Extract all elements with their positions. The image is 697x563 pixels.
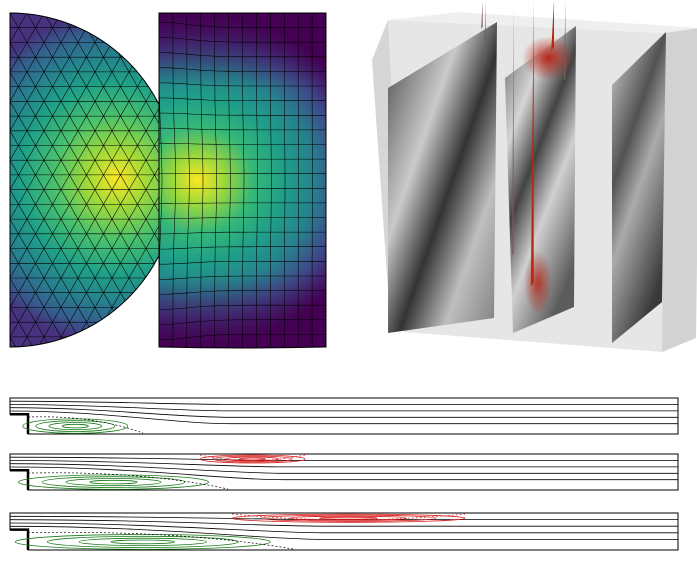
channel-row-3: [9, 512, 679, 551]
lower-vortex-contour: [110, 539, 176, 545]
triangle-mesh-path: [10, 13, 177, 347]
vector-glyph: [481, 0, 483, 29]
upper-vortex-contour: [199, 454, 306, 464]
channel-step: [10, 412, 30, 434]
streamline: [9, 400, 678, 405]
lower-vortex-contour: [89, 479, 138, 485]
lower-vortex-contour: [61, 423, 89, 429]
slice-plane-left: [388, 22, 497, 333]
lower-vortex-contour: [18, 474, 209, 490]
channel-step: [10, 528, 30, 550]
slice-plane-right: [612, 32, 666, 343]
vector-glyph: [484, 0, 486, 61]
triangle-mesh-lines: [10, 13, 177, 347]
channel-row-1: [9, 397, 679, 435]
lower-vortex-contour: [35, 420, 116, 432]
upper-vortex-contour: [260, 514, 437, 522]
channel-outline: [9, 512, 679, 551]
quad-mesh-path: [159, 13, 326, 348]
slice-plane-middle: [505, 26, 576, 333]
lower-vortex-contour: [41, 476, 186, 488]
separation-line: [27, 531, 294, 550]
upper-separation-line: [199, 454, 306, 461]
streamline: [9, 522, 678, 534]
rectangle-outline: [158, 12, 327, 349]
streamline: [9, 410, 678, 425]
red-field-top: [522, 36, 574, 80]
lower-vortex-contour: [78, 537, 207, 547]
streamline: [9, 407, 678, 418]
channel-flow-panel: [9, 397, 679, 551]
volume-slices-panel: [372, 0, 697, 352]
lower-vortex-contour: [14, 534, 271, 550]
streamline: [9, 525, 678, 540]
channel-outline: [9, 453, 679, 491]
channel-row-2: [9, 453, 679, 491]
streamline: [9, 463, 678, 474]
separation-line: [27, 416, 144, 434]
vector-glyph: [551, 0, 555, 52]
vector-glyph: [564, 0, 566, 81]
lower-vortex-contour: [22, 418, 129, 434]
lower-vortex-contour: [48, 422, 103, 431]
red-field-bottom: [524, 251, 552, 315]
streamline: [9, 456, 678, 461]
streamline: [9, 466, 678, 481]
upper-vortex-contour: [289, 515, 408, 521]
upper-vortex-contour: [238, 457, 266, 461]
upper-vortex-contour: [225, 456, 280, 462]
upper-vortex-contour: [318, 516, 378, 520]
vector-glyph: [530, 0, 534, 287]
streamline: [9, 404, 678, 412]
lower-vortex-contour: [46, 535, 239, 548]
vector-glyphs-front: [443, 0, 598, 313]
streamline: [9, 460, 678, 468]
vector-glyph: [512, 0, 514, 256]
channel-step: [10, 468, 30, 490]
upper-vortex-contour: [212, 455, 293, 463]
lower-vortex-contour: [65, 478, 162, 487]
upper-separation-line: [231, 513, 466, 521]
streamline: [9, 519, 678, 527]
cube-top-face: [388, 12, 697, 33]
quad-mesh-lines: [159, 13, 326, 348]
upper-vortex-contour: [231, 513, 466, 523]
quad-mesh-rectangle: [159, 13, 326, 348]
cube-right-face: [662, 28, 697, 352]
